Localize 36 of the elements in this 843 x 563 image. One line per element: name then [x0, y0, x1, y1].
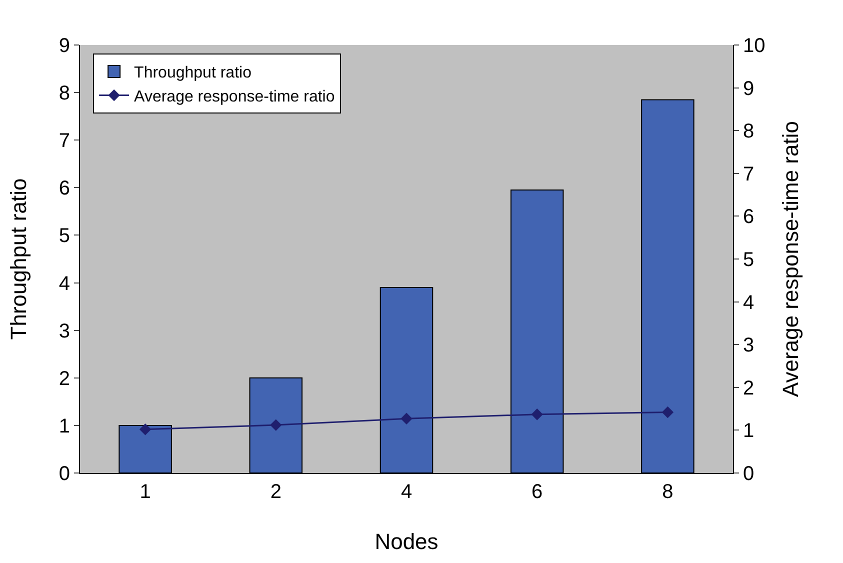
legend-label: Throughput ratio — [134, 64, 252, 82]
x-axis-title: Nodes — [374, 529, 438, 554]
point — [400, 412, 412, 424]
y-tick-label: 6 — [58, 178, 70, 200]
point — [139, 423, 152, 436]
x-tick-label: 2 — [270, 481, 282, 503]
y2-tick-label: 8 — [743, 120, 754, 143]
legend-label: Average response-time ratio — [134, 88, 335, 106]
point — [270, 419, 282, 431]
y2-tick-label: 3 — [743, 334, 754, 357]
y2-tick-label: 10 — [743, 35, 766, 57]
y-tick-label: 0 — [58, 463, 70, 485]
x-tick-label: 8 — [662, 481, 674, 503]
y-tick-label: 3 — [58, 320, 70, 342]
y-tick-label: 9 — [58, 35, 70, 57]
point — [662, 406, 674, 418]
x-tick-label: 1 — [140, 481, 151, 503]
y2-tick-label: 6 — [743, 206, 754, 228]
y2-tick-label: 0 — [743, 463, 754, 485]
y2-tick-label: 9 — [743, 78, 754, 100]
y2-tick-label: 2 — [743, 377, 754, 400]
y2-tick-label: 4 — [743, 292, 754, 314]
y2-axis-title: Average response-time ratio — [778, 121, 803, 397]
y2-tick-label: 5 — [743, 249, 754, 271]
x-tick-label: 4 — [400, 481, 412, 503]
y-tick-label: 1 — [58, 415, 70, 438]
y-tick-label: 5 — [58, 225, 70, 248]
x-tick-label: 6 — [532, 481, 543, 503]
point — [531, 408, 543, 420]
y-tick-label: 4 — [58, 272, 70, 295]
y-tick-label: 7 — [58, 130, 70, 152]
y-tick-label: 8 — [58, 82, 70, 105]
y2-tick-label: 1 — [743, 420, 754, 442]
y-tick-label: 2 — [58, 368, 70, 390]
y2-tick-label: 7 — [743, 163, 754, 186]
y-axis-title: Throughput ratio — [6, 178, 31, 340]
